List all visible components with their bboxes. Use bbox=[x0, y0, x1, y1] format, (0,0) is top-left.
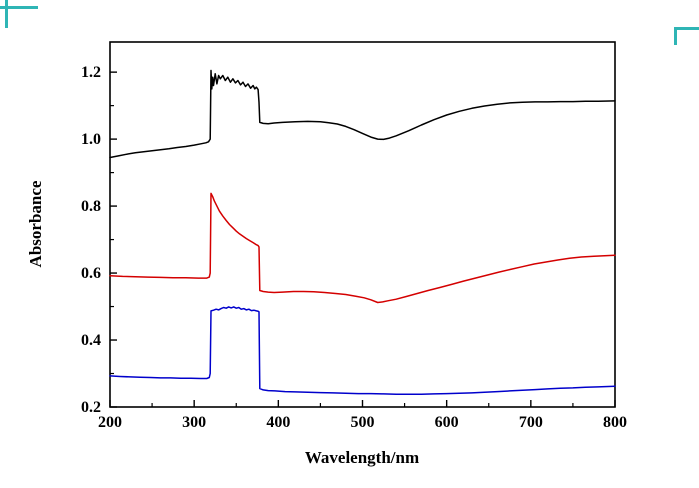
x-tick-label: 500 bbox=[351, 414, 375, 431]
y-tick-label: 0.6 bbox=[81, 265, 101, 282]
x-tick-label: 800 bbox=[603, 414, 627, 431]
x-axis-label: Wavelength/nm bbox=[304, 448, 420, 467]
y-tick-label: 0.8 bbox=[81, 198, 101, 215]
y-tick-label: 0.4 bbox=[81, 332, 101, 349]
x-tick-label: 200 bbox=[98, 414, 122, 431]
capture-handle-right-horizontal bbox=[674, 27, 699, 30]
y-tick-label: 0.2 bbox=[81, 399, 101, 416]
axes-frame bbox=[109, 41, 616, 408]
series-line-black-spectrum bbox=[109, 69, 616, 159]
capture-handle-right-vertical bbox=[674, 27, 677, 45]
x-tick-label: 700 bbox=[519, 414, 543, 431]
y-tick-label: 1.2 bbox=[81, 64, 101, 81]
capture-corner-top-left-vertical bbox=[5, 0, 8, 28]
x-tick-label: 600 bbox=[435, 414, 459, 431]
x-tick-label: 300 bbox=[182, 414, 206, 431]
x-tick-label: 400 bbox=[266, 414, 290, 431]
capture-corner-top-left-horizontal bbox=[0, 6, 38, 9]
y-tick-label: 1.0 bbox=[81, 131, 101, 148]
y-axis-label: Absorbance bbox=[26, 180, 45, 268]
series-line-blue-spectrum bbox=[109, 306, 616, 396]
series-line-red-spectrum bbox=[109, 192, 616, 304]
